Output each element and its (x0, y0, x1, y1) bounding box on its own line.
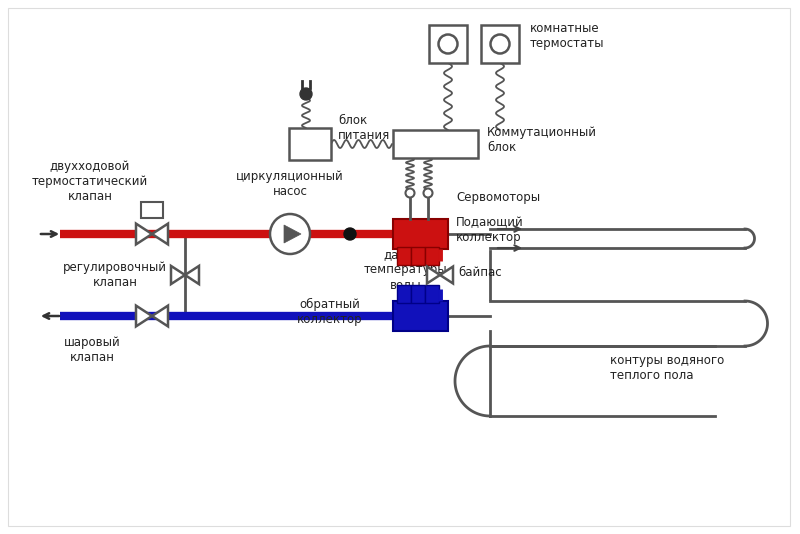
Text: шаровый
клапан: шаровый клапан (64, 336, 120, 364)
Text: Подающий
коллектор: Подающий коллектор (456, 216, 524, 244)
Text: байпас: байпас (458, 266, 502, 279)
Bar (425, 247, 439, 265)
Text: блок
питания: блок питания (338, 114, 390, 142)
Text: двухходовой
термостатический
клапан: двухходовой термостатический клапан (32, 160, 148, 203)
Circle shape (344, 228, 356, 240)
Text: регулировочный
клапан: регулировочный клапан (63, 261, 167, 289)
Text: контуры водяного
теплого пола: контуры водяного теплого пола (610, 354, 724, 382)
Text: обратный
коллектор: обратный коллектор (297, 298, 363, 326)
Polygon shape (152, 305, 168, 326)
Polygon shape (152, 224, 168, 245)
Bar (411, 285, 425, 303)
Polygon shape (427, 266, 440, 284)
Circle shape (406, 189, 414, 198)
Polygon shape (171, 266, 185, 284)
Bar (481, 25, 519, 63)
Bar (393, 130, 478, 158)
Circle shape (490, 35, 510, 53)
Polygon shape (185, 266, 199, 284)
Circle shape (300, 88, 312, 100)
Bar (425, 285, 439, 303)
Bar (429, 25, 467, 63)
Circle shape (423, 189, 433, 198)
Text: Сервомоторы: Сервомоторы (456, 191, 540, 203)
Text: комнатные
термостаты: комнатные термостаты (530, 22, 605, 50)
Polygon shape (440, 266, 453, 284)
Polygon shape (136, 305, 152, 326)
Text: датчик
температуры
воды: датчик температуры воды (364, 248, 448, 291)
Text: Коммутационный
блок: Коммутационный блок (487, 126, 597, 154)
Bar (411, 247, 425, 265)
Circle shape (270, 214, 310, 254)
Bar (393, 219, 447, 249)
Bar (397, 285, 411, 303)
Polygon shape (284, 225, 301, 243)
Bar (397, 247, 411, 265)
Bar (393, 301, 447, 331)
Bar (289, 128, 331, 160)
Polygon shape (136, 224, 152, 245)
Bar (141, 202, 163, 218)
Circle shape (438, 35, 458, 53)
Text: циркуляционный
насос: циркуляционный насос (236, 170, 344, 198)
